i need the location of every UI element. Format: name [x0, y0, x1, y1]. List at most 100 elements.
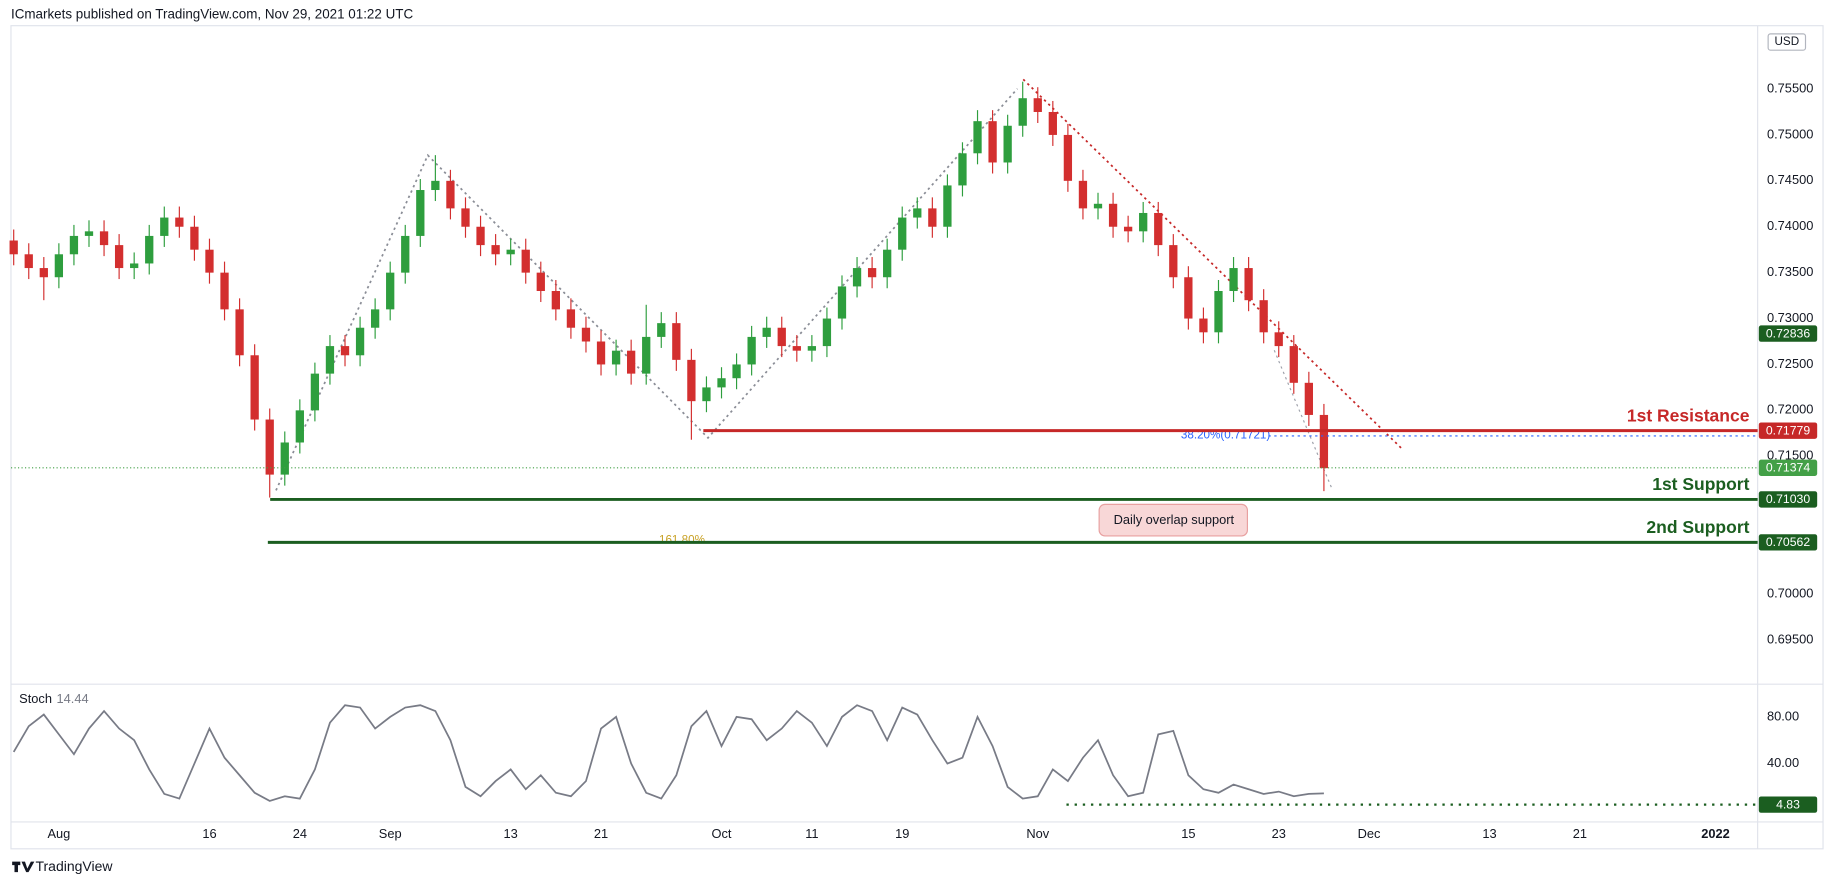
candle-body: [145, 235, 154, 264]
candle-body: [280, 442, 289, 475]
x-tick-label: 11: [805, 826, 818, 841]
price-label-box: [1758, 459, 1818, 476]
trend-drawings: [275, 78, 1404, 491]
candle-body: [1003, 125, 1012, 163]
candle-body: [416, 190, 425, 236]
candle-body: [491, 245, 500, 255]
candle-body: [928, 208, 937, 227]
candle-body: [431, 180, 440, 191]
currency-box: [1767, 33, 1807, 51]
candle-body: [822, 318, 832, 347]
candle-body: [325, 346, 335, 374]
price-label: 4.83: [1776, 797, 1800, 811]
candle-body: [235, 309, 244, 356]
candle-body: [386, 272, 395, 310]
x-tick-label: 2022: [1701, 826, 1730, 841]
candle-body: [958, 153, 967, 186]
candle-body: [265, 419, 274, 475]
candle-body: [1033, 98, 1042, 112]
x-tick-label: Aug: [47, 826, 70, 841]
candle-body: [1063, 134, 1073, 181]
y-tick-label: 0.74500: [1767, 172, 1813, 187]
frame: [10, 25, 1824, 850]
candle-body: [205, 249, 214, 273]
indicator-name: Stoch: [19, 691, 52, 706]
candle-body: [1244, 268, 1253, 301]
y-tick-label: 0.75500: [1767, 80, 1813, 95]
candle-body: [777, 327, 786, 347]
candle-body: [114, 245, 124, 269]
candle-body: [295, 410, 304, 443]
candle-body: [732, 364, 741, 379]
candle-body: [973, 121, 982, 154]
price-label-box: [1758, 796, 1818, 813]
y-tick-label: 0.75000: [1767, 126, 1813, 141]
candle-body: [672, 323, 681, 360]
candle-body: [9, 240, 18, 255]
price-label-box: [1758, 491, 1818, 508]
candle-body: [852, 268, 862, 287]
level-name: 1st Resistance: [1627, 405, 1750, 425]
candle-body: [506, 249, 515, 255]
y-tick-label: 0.69500: [1767, 631, 1813, 646]
y-tick-label: 80.00: [1767, 708, 1799, 723]
candle-body: [1319, 414, 1329, 469]
candle-body: [642, 336, 651, 374]
candle-body: [1108, 203, 1118, 227]
candle-body: [837, 286, 847, 319]
candle-body: [581, 327, 591, 342]
price-label: 0.71030: [1766, 492, 1810, 506]
fib-label: 161.80%: [659, 534, 705, 547]
trend-line: [1022, 78, 1404, 451]
candle-body: [340, 346, 350, 356]
candle-body: [310, 373, 320, 411]
candle-body: [355, 327, 365, 356]
candle-body: [1078, 180, 1088, 209]
y-tick-label: 0.73500: [1767, 264, 1813, 279]
candle-body: [1048, 111, 1057, 135]
x-tick-label: 21: [1573, 826, 1587, 841]
candle-body: [747, 336, 756, 365]
candle-body: [687, 359, 696, 402]
price-label: 0.72836: [1766, 326, 1810, 340]
candle-body: [883, 249, 892, 278]
x-tick-label: 21: [594, 826, 608, 841]
level-name: 1st Support: [1652, 474, 1749, 494]
candle-body: [1289, 346, 1298, 383]
y-tick-label: 0.72500: [1767, 356, 1813, 371]
candle-body: [1169, 245, 1178, 278]
candle-body: [536, 272, 545, 292]
candle-body: [1304, 382, 1313, 415]
candle-body: [1214, 291, 1223, 333]
candle-body: [54, 254, 64, 278]
price-label: 0.71779: [1766, 423, 1810, 437]
candle-body: [1184, 277, 1193, 319]
x-tick-label: 13: [1482, 826, 1496, 841]
annotation: Daily overlap support: [1114, 512, 1235, 527]
candle-body: [521, 249, 530, 273]
candle-body: [551, 291, 560, 310]
candle-body: [69, 235, 79, 255]
price-label: 0.71374: [1766, 461, 1810, 475]
candle-body: [566, 309, 576, 328]
header: ICmarkets published on TradingView.com, …: [11, 7, 413, 22]
candle-body: [1259, 300, 1268, 333]
candle-body: [611, 350, 621, 365]
candle-body: [461, 208, 470, 227]
level-name: 2nd Support: [1646, 517, 1749, 537]
x-tick-label: Dec: [1358, 826, 1381, 841]
x-tick-label: 16: [202, 826, 216, 841]
currency: USD: [1775, 35, 1800, 48]
y-tick-label: 0.70000: [1767, 585, 1813, 600]
candle-body: [702, 387, 711, 402]
candle-body: [1093, 203, 1103, 209]
y-tick-label: 0.74000: [1767, 218, 1813, 233]
candle-body: [401, 235, 410, 273]
candle-body: [1154, 212, 1163, 246]
y-tick-label: 40.00: [1767, 755, 1799, 770]
candle-body: [160, 217, 169, 236]
drop-line: [1273, 350, 1334, 491]
stoch-line: [12, 704, 1324, 802]
